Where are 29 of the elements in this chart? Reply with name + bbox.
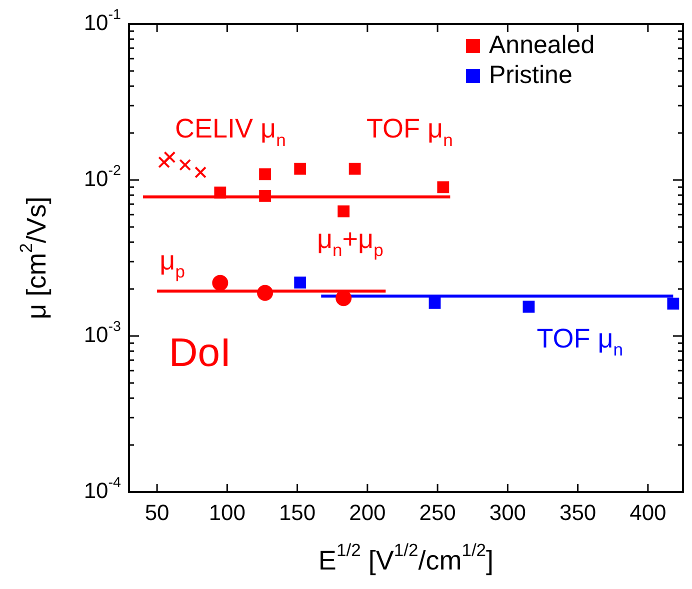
annotation: DoI	[168, 331, 232, 376]
point	[428, 296, 441, 309]
x-tick-label: 100	[208, 500, 246, 526]
point	[214, 186, 226, 199]
x-tick-label: 150	[278, 500, 316, 526]
point	[348, 162, 361, 175]
x-tick-label: 400	[630, 500, 666, 526]
y-axis-title: μ [cm2/Vs]	[16, 196, 52, 320]
point	[667, 298, 680, 310]
point	[164, 151, 176, 164]
x-tick-label: 300	[489, 500, 526, 526]
point	[158, 156, 170, 168]
point	[259, 168, 271, 180]
legend-label: Annealed	[489, 30, 595, 59]
point	[212, 274, 228, 291]
point	[522, 300, 535, 313]
point	[259, 190, 271, 202]
point	[437, 181, 450, 194]
point	[257, 284, 274, 301]
point	[338, 205, 350, 218]
legend-label: Pristine	[489, 60, 572, 89]
x-tick-label: 250	[419, 500, 456, 526]
x-tick-label: 200	[349, 500, 386, 526]
point	[294, 162, 306, 175]
x-tick-label: 50	[144, 500, 170, 526]
x-tick-label: 350	[559, 500, 596, 526]
point	[179, 158, 192, 171]
point	[194, 166, 206, 178]
point	[294, 276, 306, 289]
